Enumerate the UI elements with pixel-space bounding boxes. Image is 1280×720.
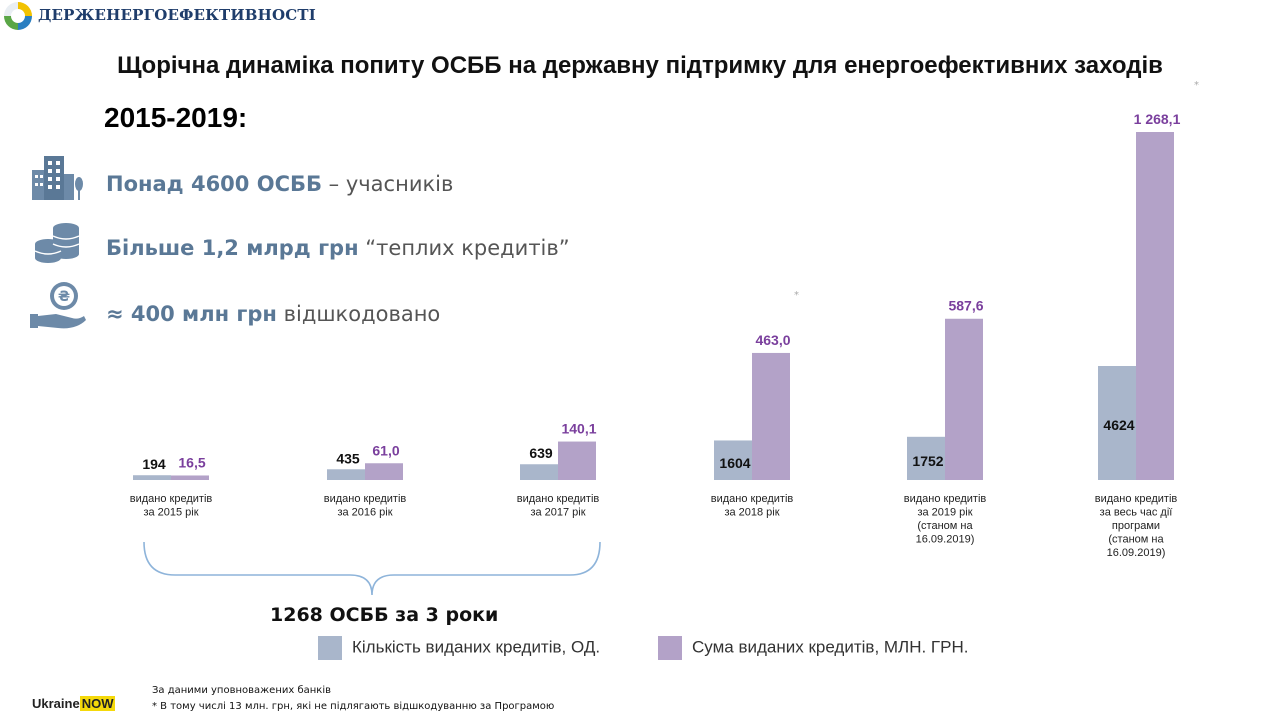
data-label-sum: 16,5 [178, 454, 205, 470]
stat-compensated-bold: ≈ 400 млн грн [106, 302, 277, 326]
stat-participants: Понад 4600 ОСББ – учасників [106, 172, 453, 196]
legend-swatch-count [318, 636, 342, 660]
stat-participants-bold: Понад 4600 ОСББ [106, 172, 322, 196]
bar-sum [558, 441, 596, 480]
bar-count [714, 440, 752, 480]
badge-text-ukraine: Ukraine [32, 696, 80, 711]
category-label: видано кредитів [324, 493, 407, 505]
legend-item-sum: Сума виданих кредитів, МЛН. ГРН. [658, 636, 968, 660]
data-label-sum: 1 268,1 [1134, 111, 1181, 127]
category-label: 16.09.2019) [916, 534, 975, 546]
data-label-count: 639 [529, 445, 553, 461]
period-heading: 2015-2019: [104, 102, 248, 133]
badge-text-now: NOW [79, 696, 116, 711]
category-label: програми [1112, 520, 1160, 532]
bar-sum [171, 475, 209, 480]
stat-participants-light: – учасників [322, 172, 454, 196]
category-label: видано кредитів [711, 493, 794, 505]
data-label-sum: 587,6 [948, 298, 983, 314]
apartment-buildings-icon [32, 156, 83, 200]
ukraine-now-badge: Ukraine NOW [32, 696, 116, 711]
category-label: за 2017 рік [530, 507, 585, 519]
stat-compensated-light: відшкодовано [276, 302, 441, 326]
category-label: за 2016 рік [337, 507, 392, 519]
bar-count [907, 436, 945, 480]
footnote-asterisk: * [794, 290, 799, 301]
stat-credits: Більше 1,2 млрд грн “теплих кредитів” [106, 236, 570, 260]
bar-count [1098, 366, 1136, 480]
data-label-count: 435 [336, 450, 360, 466]
category-label: 16.09.2019) [1107, 547, 1166, 559]
curly-bracket [143, 541, 601, 596]
category-label: видано кредитів [517, 493, 600, 505]
bracket-summary-label: 1268 ОСББ за 3 роки [270, 604, 499, 626]
bar-count [520, 464, 558, 480]
stat-compensated: ≈ 400 млн грн відшкодовано [106, 302, 440, 326]
legend-item-count: Кількість виданих кредитів, ОД. [318, 636, 600, 660]
slide-title: Щорічна динаміка попиту ОСББ на державну… [117, 52, 1163, 79]
bar-count [327, 469, 365, 480]
category-label: за весь час дії [1100, 507, 1173, 519]
legend-label-sum: Сума виданих кредитів, МЛН. ГРН. [692, 637, 969, 657]
data-label-count: 194 [142, 456, 166, 472]
org-name: ДЕРЖЕНЕРГОЕФЕКТИВНОСТІ [38, 6, 316, 24]
energy-efficiency-logo-icon [4, 2, 32, 30]
legend-swatch-sum [658, 636, 682, 660]
category-label: за 2015 рік [143, 507, 198, 519]
footnote-note: * В тому числі 13 млн. грн, які не підля… [152, 701, 555, 712]
footnote-source: За даними уповноважених банків [152, 685, 332, 696]
category-label: (станом на [1108, 534, 1164, 546]
org-logo: ДЕРЖЕНЕРГОЕФЕКТИВНОСТІ [2, 0, 316, 32]
data-label-count: 1752 [912, 453, 943, 469]
svg-text:₴: ₴ [58, 289, 70, 305]
category-label: за 2018 рік [724, 507, 779, 519]
data-label-count: 1604 [719, 455, 750, 471]
category-label: (станом на [917, 520, 973, 532]
data-label-count: 4624 [1103, 417, 1134, 433]
bar-sum [1136, 132, 1174, 480]
category-label: видано кредитів [130, 493, 213, 505]
data-label-sum: 463,0 [755, 332, 790, 348]
data-label-sum: 140,1 [561, 421, 596, 437]
coin-stack-icon [34, 223, 80, 263]
bar-sum [945, 318, 983, 480]
category-label: видано кредитів [1095, 493, 1178, 505]
category-label: за 2019 рік [917, 507, 972, 519]
bar-sum [365, 463, 403, 480]
hand-coin-icon: ₴ [30, 282, 86, 329]
bar-count [133, 475, 171, 480]
legend-label-count: Кількість виданих кредитів, ОД. [352, 637, 601, 657]
footnote-asterisk: * [1194, 80, 1199, 91]
bar-sum [752, 352, 790, 480]
category-label: видано кредитів [904, 493, 987, 505]
stat-credits-light: “теплих кредитів” [358, 236, 570, 260]
data-label-sum: 61,0 [372, 442, 399, 458]
stat-credits-bold: Більше 1,2 млрд грн [106, 236, 359, 260]
